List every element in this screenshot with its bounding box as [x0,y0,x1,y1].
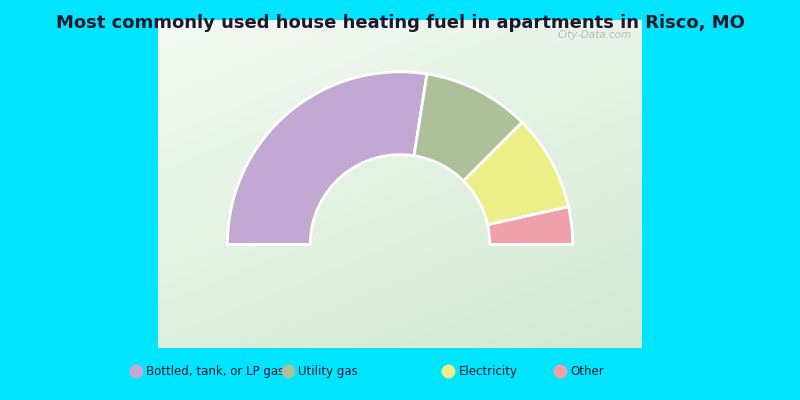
Wedge shape [227,72,427,244]
Wedge shape [463,122,569,225]
Text: Electricity: Electricity [458,365,518,378]
Text: Bottled, tank, or LP gas: Bottled, tank, or LP gas [146,365,285,378]
Wedge shape [414,74,522,181]
Text: Utility gas: Utility gas [298,365,358,378]
Text: City-Data.com: City-Data.com [558,30,632,40]
Text: Most commonly used house heating fuel in apartments in Risco, MO: Most commonly used house heating fuel in… [55,14,745,32]
Text: Other: Other [570,365,604,378]
Wedge shape [488,207,573,244]
